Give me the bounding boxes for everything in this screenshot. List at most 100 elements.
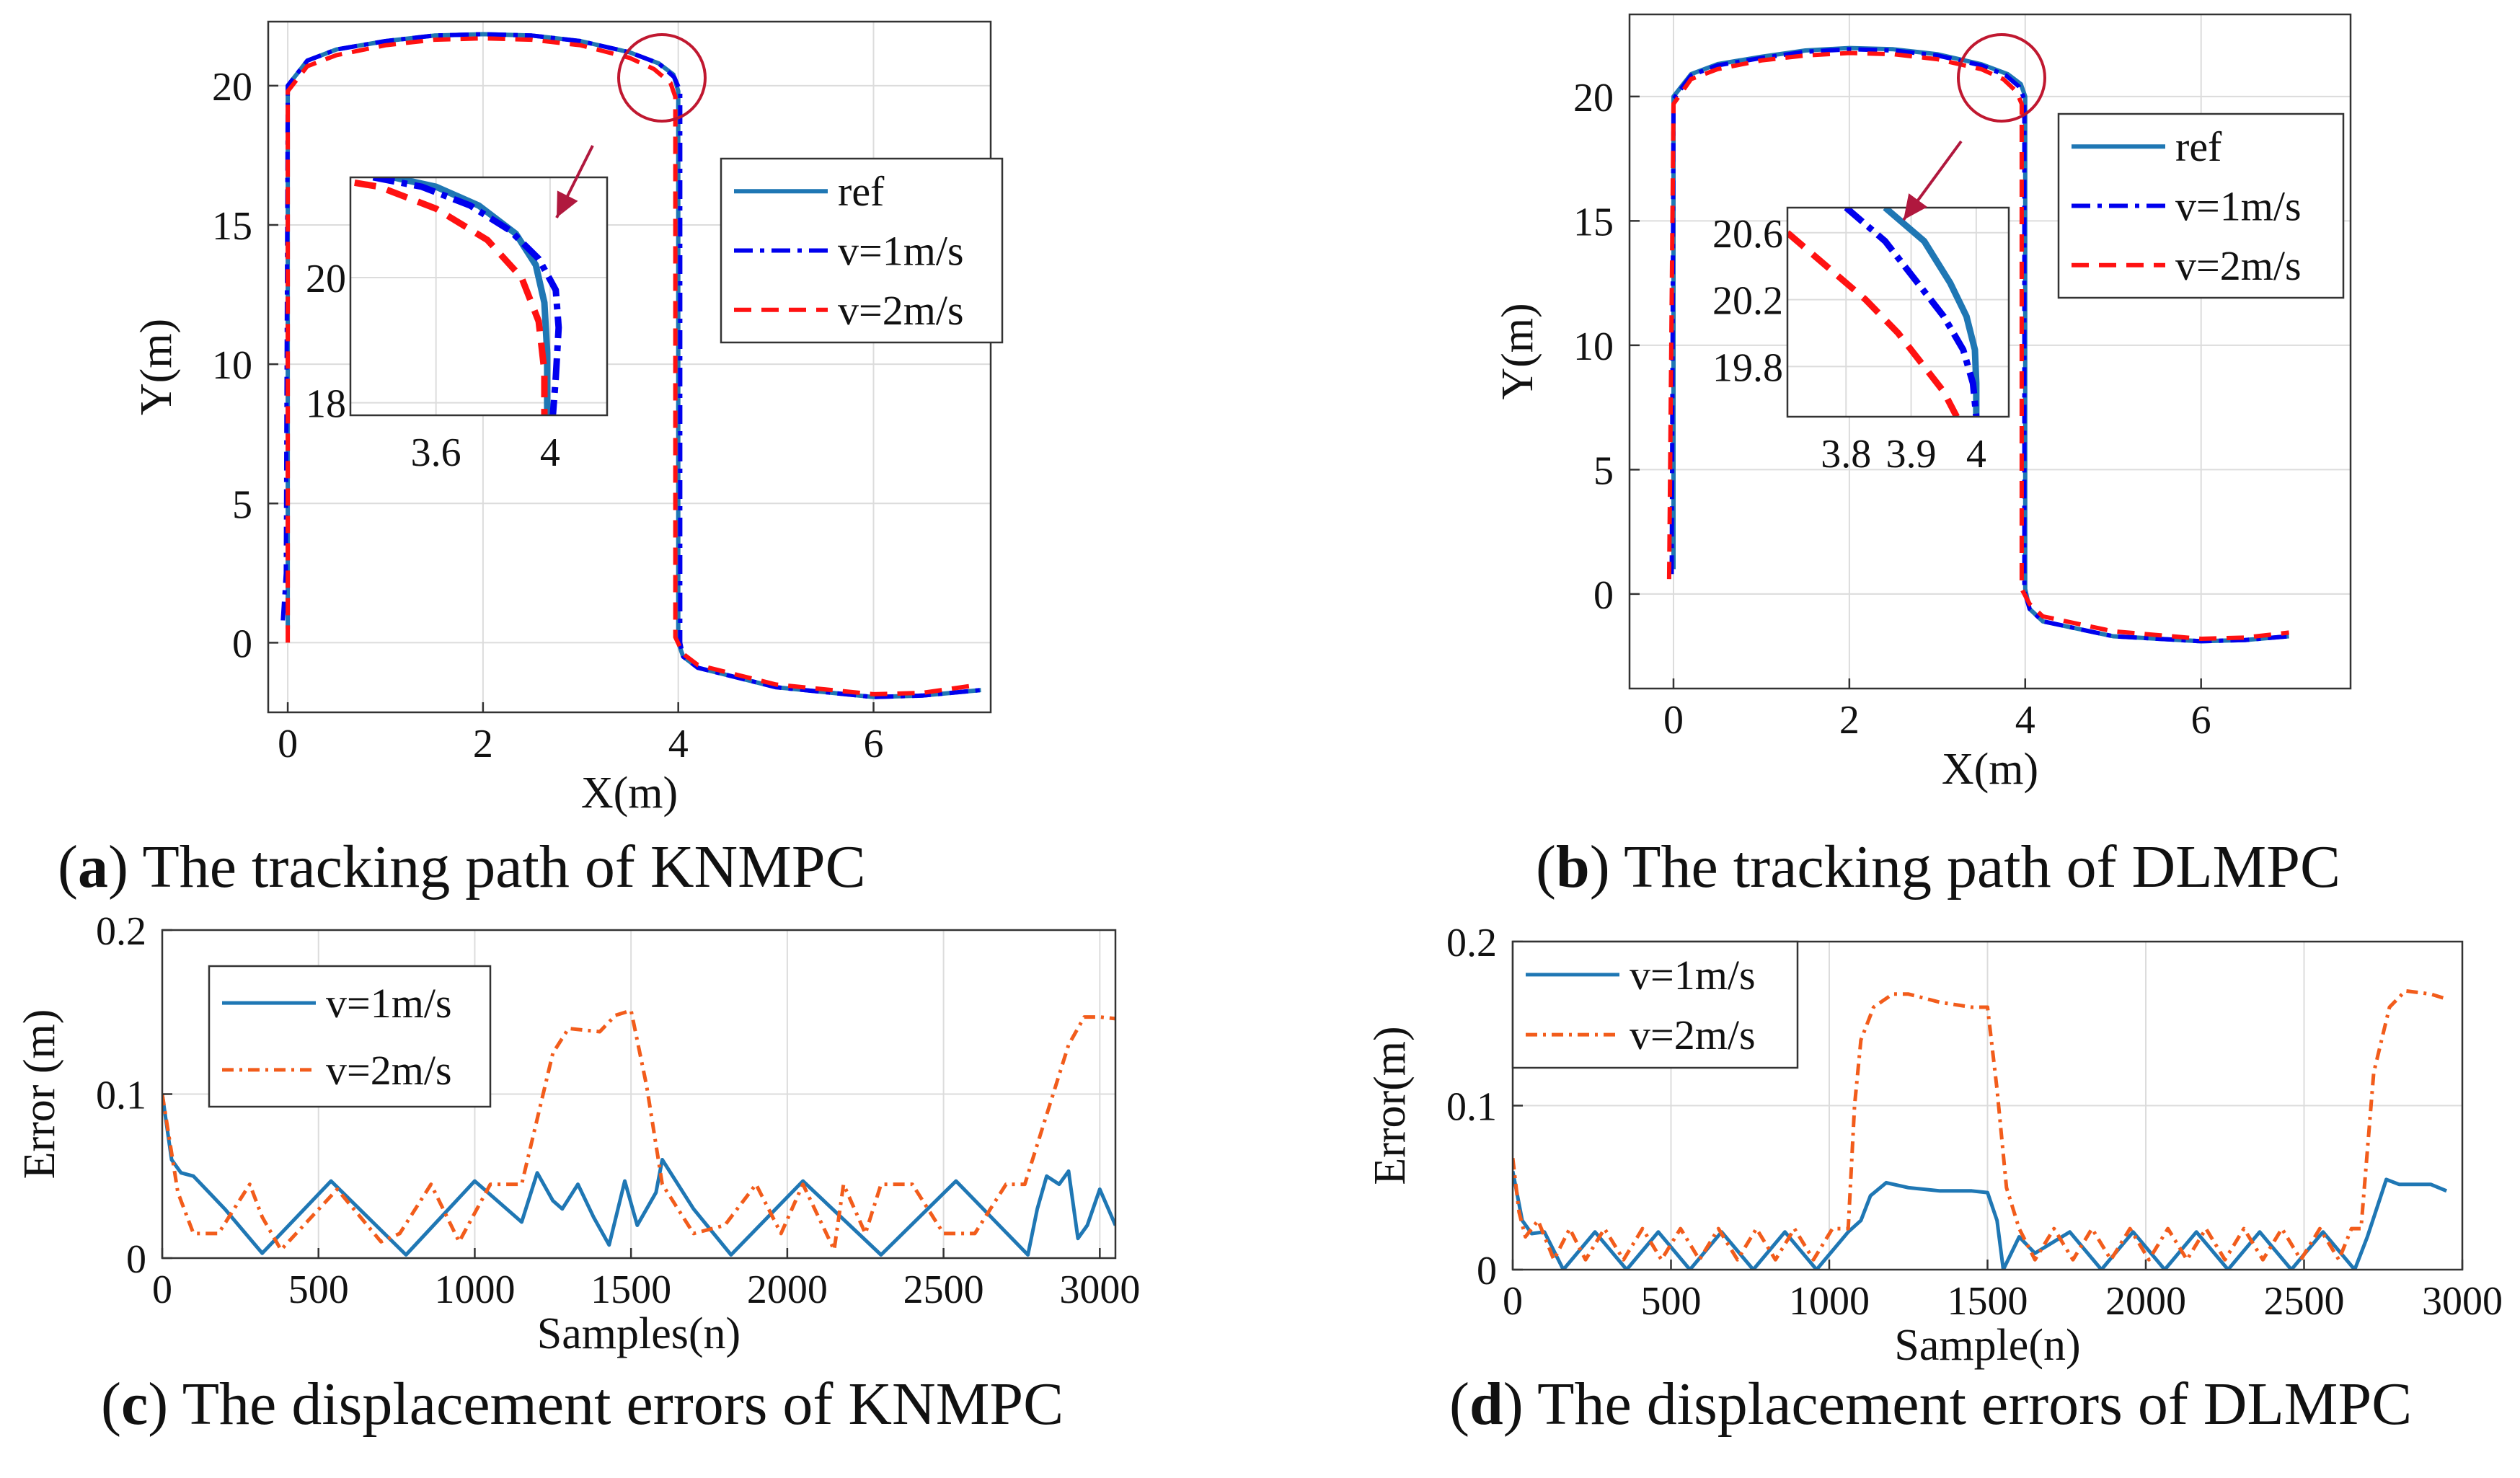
legend-label-v=1m/s: v=1m/s — [326, 980, 452, 1027]
legend-box — [1511, 940, 1799, 1069]
y-tick-label: 5 — [232, 482, 252, 527]
caption-text: ) The tracking path of DLMPC — [1590, 833, 2340, 900]
inset-y-tick-label: 20.6 — [1712, 212, 1783, 257]
y-tick-label: 0 — [1477, 1249, 1497, 1293]
x-tick-label: 6 — [2191, 698, 2211, 743]
legend-label-v=2m/s: v=2m/s — [326, 1047, 452, 1094]
y-tick-label: 10 — [1573, 324, 1614, 369]
y-tick-label: 15 — [1573, 200, 1614, 244]
x-tick-label: 500 — [288, 1267, 349, 1312]
caption-letter: d — [1469, 1371, 1503, 1438]
inset-x-tick-label: 4 — [1966, 432, 1986, 477]
y-tick-label: 0 — [126, 1237, 146, 1282]
y-tick-label: 0.2 — [1446, 921, 1497, 965]
x-tick-label: 1000 — [1789, 1279, 1870, 1324]
y-tick-label: 15 — [212, 204, 252, 249]
inset-frame — [1786, 206, 2010, 418]
inset-y-tick-label: 20.2 — [1712, 279, 1783, 324]
caption-open-paren: ( — [101, 1371, 121, 1438]
x-tick-label: 3000 — [2422, 1279, 2503, 1324]
x-axis-label: Sample(n) — [1894, 1321, 2080, 1370]
x-tick-label: 2 — [473, 722, 493, 766]
inset-line-v=1m/s — [1844, 208, 1980, 417]
x-tick-label: 6 — [864, 722, 884, 766]
x-tick-label: 1500 — [1948, 1279, 2028, 1324]
inset-line-v=2m/s — [1787, 230, 1960, 417]
x-tick-label: 2 — [1839, 698, 1860, 743]
axes-frame — [267, 20, 992, 714]
y-tick-label: 20 — [1573, 76, 1614, 120]
series-line-v=1m/s — [1513, 1171, 2448, 1270]
x-tick-label: 4 — [668, 722, 689, 766]
y-axis-label: Y(m) — [1493, 303, 1542, 399]
x-tick-label: 0 — [1663, 698, 1684, 743]
x-tick-label: 0 — [152, 1267, 172, 1312]
legend-label-v=2m/s: v=2m/s — [1630, 1012, 1756, 1058]
caption-open-paren: ( — [58, 833, 78, 900]
inset-y-tick-label: 19.8 — [1712, 345, 1783, 390]
y-tick-label: 10 — [212, 343, 252, 388]
series-line-v=1m/s — [162, 1094, 1115, 1257]
y-tick-label: 0.1 — [1446, 1085, 1497, 1130]
legend: ref v=1m/s v=2m/s — [720, 157, 1004, 344]
inset-y-tick-label: 18 — [306, 382, 346, 427]
y-tick-label: 0.1 — [96, 1074, 146, 1118]
x-tick-label: 500 — [1641, 1279, 1702, 1324]
x-tick-label: 2000 — [2105, 1279, 2186, 1324]
x-tick-label: 0 — [278, 722, 298, 766]
caption-a: (a) The tracking path of KNMPC — [58, 833, 866, 900]
legend: v=1m/s v=2m/s — [208, 965, 492, 1108]
panel-c: 0 500 1000 1500 2000 2500 3000 0 0.1 0.2 Samples(n… — [15, 909, 1140, 1438]
series-line-v=2m/s — [1666, 50, 2289, 641]
zoom-circle — [617, 33, 707, 123]
inset-x-tick-label: 4 — [540, 430, 560, 475]
y-axis-label: Error(m) — [1366, 1026, 1415, 1185]
legend-label-v=1m/s: v=1m/s — [838, 228, 964, 275]
x-tick-label: 2000 — [747, 1267, 828, 1312]
inset-frame — [349, 176, 609, 417]
x-tick-label: 1000 — [434, 1267, 515, 1312]
legend: ref v=1m/s v=2m/s — [2057, 112, 2345, 299]
caption-c: (c) The displacement errors of KNMPC — [101, 1371, 1064, 1438]
y-tick-label: 5 — [1593, 448, 1614, 493]
caption-letter: b — [1556, 833, 1590, 900]
x-tick-label: 1500 — [591, 1267, 671, 1312]
legend-box — [208, 965, 492, 1108]
zoom-arrow-head — [557, 190, 578, 218]
inset-background — [350, 177, 607, 415]
caption-open-paren: ( — [1536, 833, 1556, 900]
x-tick-label: 3000 — [1059, 1267, 1140, 1312]
panel-a: 0 2 4 6 0 5 10 15 20 X(m) Y(m) ref v=1m/s v=2m/s 3.6 4 1… — [58, 20, 1004, 900]
series-line-v=2m/s — [1513, 988, 2447, 1262]
series-group — [1513, 988, 2448, 1270]
inset-line-v=1m/s — [372, 177, 562, 415]
inset: 3.6 4 18 20 — [306, 176, 609, 475]
series-group — [162, 1009, 1115, 1257]
series-group — [280, 32, 981, 699]
x-axis-label: X(m) — [1942, 745, 2038, 794]
legend-label-ref: ref — [838, 168, 885, 215]
caption-letter: c — [121, 1371, 148, 1438]
x-axis-label: X(m) — [581, 769, 678, 818]
y-axis-label: Error (m) — [15, 1009, 64, 1180]
x-tick-label: 4 — [2015, 698, 2035, 743]
caption-letter: a — [78, 833, 108, 900]
inset-grid — [1787, 208, 2009, 417]
caption-text: ) The displacement errors of DLMPC — [1503, 1371, 2413, 1438]
inset-line-v=2m/s — [350, 178, 548, 415]
axes-frame — [1628, 13, 2352, 690]
inset-y-tick-label: 20 — [306, 257, 346, 301]
y-axis-label: Y(m) — [132, 319, 181, 415]
series-line-v=1m/s — [280, 32, 981, 699]
x-tick-label: 0 — [1503, 1279, 1523, 1324]
inset-series-group — [1787, 208, 1980, 417]
y-tick-label: 20 — [212, 65, 252, 110]
caption-d: (d) The displacement errors of DLMPC — [1449, 1371, 2412, 1438]
zoom-arrow-head — [1904, 193, 1928, 220]
x-tick-label: 2500 — [2264, 1279, 2345, 1324]
caption-text: ) The displacement errors of KNMPC — [148, 1371, 1064, 1438]
series-line-v=1m/s — [1669, 47, 2289, 644]
panel-d: 0 500 1000 1500 2000 2500 3000 0 0.1 0.2 Sample(n)… — [1366, 921, 2503, 1438]
